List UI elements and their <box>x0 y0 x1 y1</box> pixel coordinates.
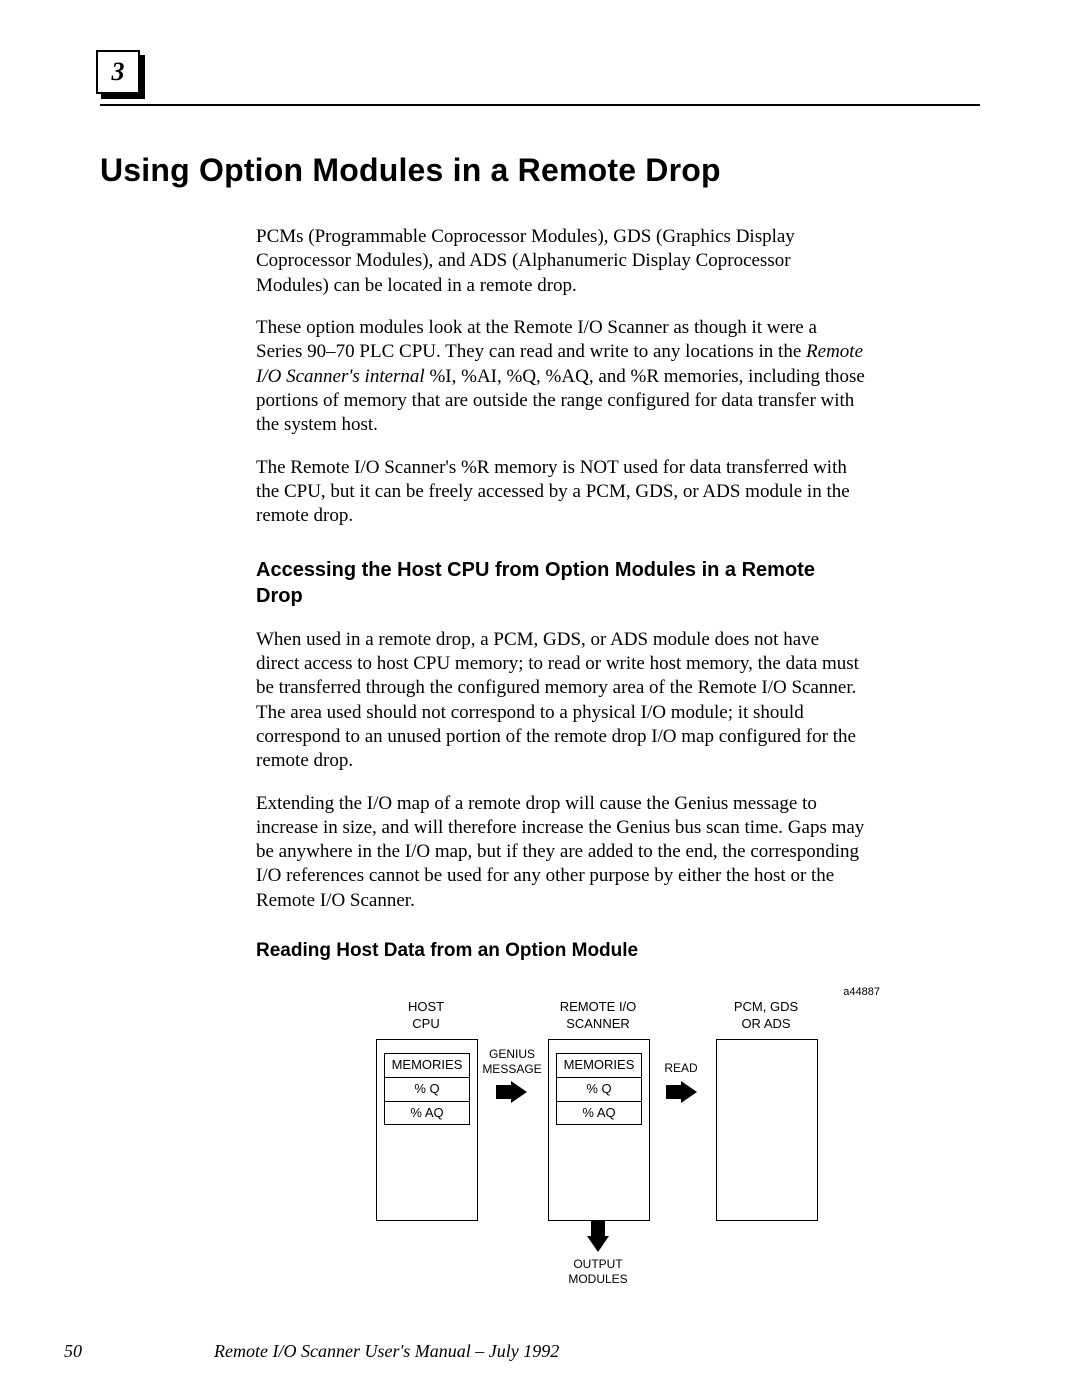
text: GENIUS <box>489 1047 535 1061</box>
chapter-number: 3 <box>96 50 140 94</box>
text: OUTPUT <box>573 1257 622 1271</box>
body-column: PCMs (Programmable Coprocessor Modules),… <box>256 225 866 1285</box>
paragraph: Extending the I/O map of a remote drop w… <box>256 792 866 914</box>
text: MODULES <box>568 1272 627 1286</box>
text: OR ADS <box>741 1016 790 1031</box>
diagram-label-host: HOST CPU <box>366 999 486 1032</box>
header-rule <box>100 104 980 106</box>
page-number: 50 <box>64 1341 82 1362</box>
paragraph: PCMs (Programmable Coprocessor Modules),… <box>256 225 866 298</box>
table-cell: % AQ <box>385 1101 469 1125</box>
text: MESSAGE <box>482 1062 541 1076</box>
data-flow-diagram: a44887 HOST CPU REMOTE I/O SCANNER PCM, … <box>376 985 850 1285</box>
paragraph: The Remote I/O Scanner's %R memory is NO… <box>256 456 866 529</box>
diagram-label-scanner: REMOTE I/O SCANNER <box>538 999 658 1032</box>
text: PCM, GDS <box>734 999 798 1014</box>
page: 3 Using Option Modules in a Remote Drop … <box>0 0 1080 1397</box>
host-memories-table: MEMORIES % Q % AQ <box>384 1053 470 1125</box>
arrow-right-icon <box>666 1081 698 1103</box>
genius-label: GENIUS MESSAGE <box>479 1047 545 1076</box>
subsection-title: Reading Host Data from an Option Module <box>256 939 866 963</box>
pcm-box <box>716 1039 818 1221</box>
diagram-label-pcm: PCM, GDS OR ADS <box>706 999 826 1032</box>
read-label: READ <box>656 1061 706 1075</box>
subsection-title: Accessing the Host CPU from Option Modul… <box>256 558 866 609</box>
table-cell: % Q <box>557 1077 641 1101</box>
text: CPU <box>412 1016 439 1031</box>
text-run: These option modules look at the Remote … <box>256 317 817 362</box>
section-title: Using Option Modules in a Remote Drop <box>100 152 980 189</box>
chapter-badge: 3 <box>96 50 140 94</box>
arrow-right-icon <box>496 1081 528 1103</box>
table-cell: % AQ <box>557 1101 641 1125</box>
table-header: MEMORIES <box>557 1054 641 1077</box>
paragraph: When used in a remote drop, a PCM, GDS, … <box>256 628 866 774</box>
scanner-memories-table: MEMORIES % Q % AQ <box>556 1053 642 1125</box>
output-modules-label: OUTPUT MODULES <box>562 1257 634 1286</box>
arrow-down-icon <box>587 1221 609 1253</box>
table-cell: % Q <box>385 1077 469 1101</box>
paragraph: These option modules look at the Remote … <box>256 316 866 438</box>
text: SCANNER <box>566 1016 630 1031</box>
text: REMOTE I/O <box>560 999 637 1014</box>
figure-reference: a44887 <box>843 985 880 999</box>
table-header: MEMORIES <box>385 1054 469 1077</box>
footer-title: Remote I/O Scanner User's Manual – July … <box>214 1341 559 1362</box>
text: HOST <box>408 999 444 1014</box>
